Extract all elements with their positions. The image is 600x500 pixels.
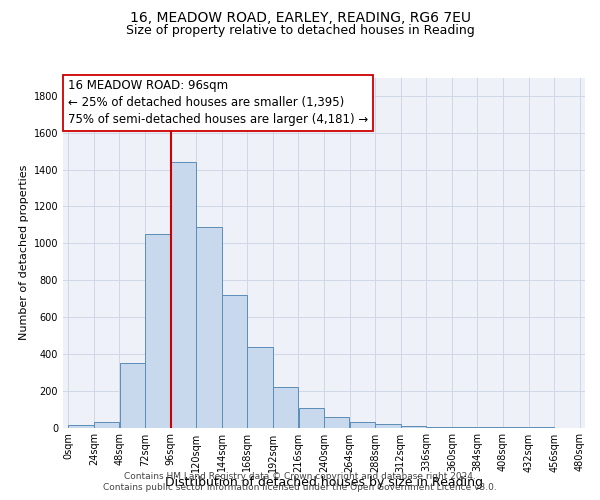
Bar	[375, 424, 401, 428]
Bar	[427, 426, 452, 428]
Text: Contains HM Land Registry data © Crown copyright and database right 2024.: Contains HM Land Registry data © Crown c…	[124, 472, 476, 481]
Y-axis label: Number of detached properties: Number of detached properties	[19, 165, 29, 340]
Bar	[247, 348, 273, 428]
Bar	[94, 422, 119, 428]
Text: Size of property relative to detached houses in Reading: Size of property relative to detached ho…	[125, 24, 475, 37]
Bar	[299, 408, 324, 428]
X-axis label: Distribution of detached houses by size in Reading: Distribution of detached houses by size …	[165, 476, 483, 489]
Bar	[145, 234, 170, 428]
Bar	[324, 418, 349, 428]
Bar	[350, 422, 375, 428]
Bar	[68, 424, 94, 428]
Bar	[119, 363, 145, 428]
Bar	[401, 426, 426, 428]
Bar	[171, 162, 196, 427]
Text: 16 MEADOW ROAD: 96sqm
← 25% of detached houses are smaller (1,395)
75% of semi-d: 16 MEADOW ROAD: 96sqm ← 25% of detached …	[68, 79, 368, 126]
Text: 16, MEADOW ROAD, EARLEY, READING, RG6 7EU: 16, MEADOW ROAD, EARLEY, READING, RG6 7E…	[130, 11, 470, 25]
Text: Contains public sector information licensed under the Open Government Licence v3: Contains public sector information licen…	[103, 484, 497, 492]
Bar	[196, 226, 221, 428]
Bar	[273, 387, 298, 428]
Bar	[222, 295, 247, 428]
